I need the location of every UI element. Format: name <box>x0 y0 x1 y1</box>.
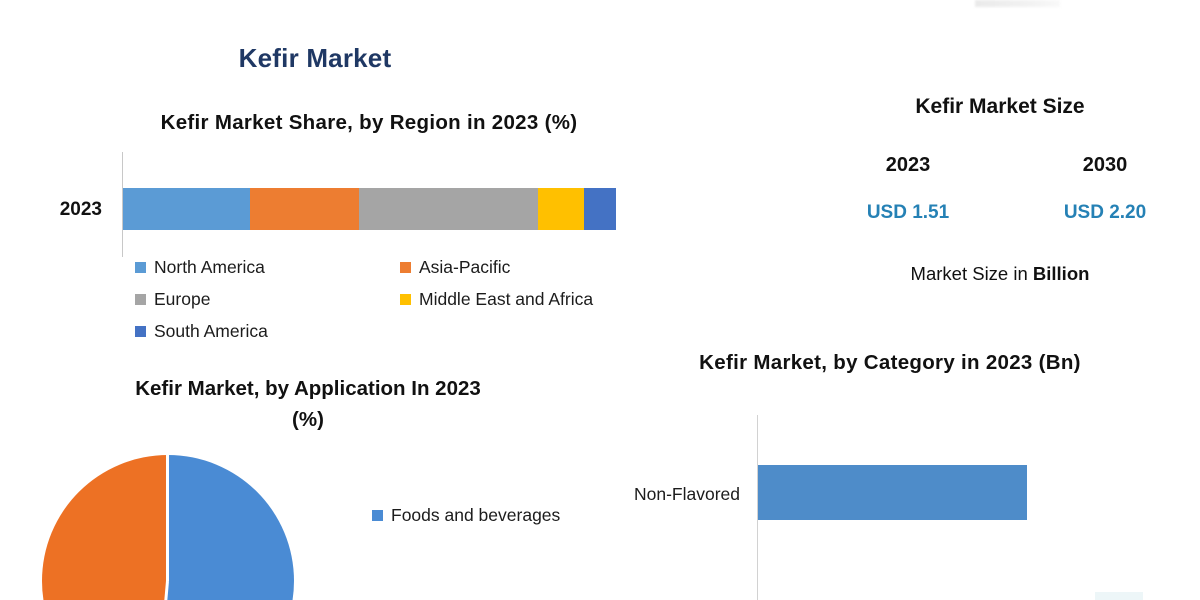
legend-label: North America <box>154 257 265 277</box>
region-chart-title: Kefir Market Share, by Region in 2023 (%… <box>160 111 578 134</box>
market-size-value-2030: USD 2.20 <box>1063 202 1147 223</box>
legend-item-middle-east-and-africa: Middle East and Africa <box>400 289 593 310</box>
cropped-watermark-fragment <box>1095 592 1143 600</box>
bar-segment-europe <box>358 188 539 230</box>
legend-swatch-icon <box>135 294 146 305</box>
application-chart-legend: Foods and beverages <box>372 505 560 526</box>
market-size-year-2023: 2023 <box>885 154 931 176</box>
market-size-title: Kefir Market Size <box>915 95 1085 118</box>
bar-segment-south-america <box>583 188 616 230</box>
legend-item-north-america: North America <box>135 257 400 278</box>
category-label-non-flavored: Non-Flavored <box>633 484 740 504</box>
application-chart-title: Kefir Market, by Application In 2023 (%) <box>88 374 528 436</box>
region-stacked-bar <box>123 188 616 230</box>
legend-swatch-icon <box>372 510 383 521</box>
bar-segment-middle-east-and-africa <box>538 188 584 230</box>
legend-swatch-icon <box>400 294 411 305</box>
legend-label: Middle East and Africa <box>419 289 594 309</box>
market-size-year-2030: 2030 <box>1082 154 1128 176</box>
legend-item-foods-and-beverages: Foods and beverages <box>372 505 560 526</box>
category-chart-y-axis <box>757 415 758 600</box>
legend-label: Europe <box>154 289 211 309</box>
legend-item-asia-pacific: Asia-Pacific <box>400 257 593 278</box>
legend-swatch-icon <box>135 326 146 337</box>
region-chart-y-axis <box>122 152 123 257</box>
legend-label: Foods and beverages <box>391 505 561 525</box>
cropped-logo-fragment <box>975 0 1060 7</box>
legend-swatch-icon <box>135 262 146 273</box>
bar-segment-north-america <box>123 188 250 230</box>
legend-item-south-america: South America <box>135 321 400 342</box>
footnote-bold: Billion <box>1032 263 1090 284</box>
legend-label: South America <box>154 321 268 341</box>
bar-segment-asia-pacific <box>249 188 359 230</box>
pie-slice-divider-top <box>166 455 169 581</box>
application-chart-title-line1: Kefir Market, by Application In 2023 <box>135 377 481 400</box>
category-chart-title: Kefir Market, by Category in 2023 (Bn) <box>699 351 1081 374</box>
region-chart-legend: North America Asia-Pacific Europe Middle Ea… <box>135 257 593 342</box>
category-bar-non-flavored <box>758 465 1027 520</box>
legend-swatch-icon <box>400 262 411 273</box>
legend-item-europe: Europe <box>135 289 400 310</box>
legend-label: Asia-Pacific <box>419 257 511 277</box>
market-size-footnote: Market Size in Billion <box>845 263 1155 285</box>
region-chart-category-label: 2023 <box>59 199 102 220</box>
page-title: Kefir Market <box>238 43 392 73</box>
market-size-value-2023: USD 1.51 <box>866 202 950 223</box>
footnote-regular: Market Size in <box>910 263 1033 284</box>
application-chart-title-line2: (%) <box>292 407 324 431</box>
